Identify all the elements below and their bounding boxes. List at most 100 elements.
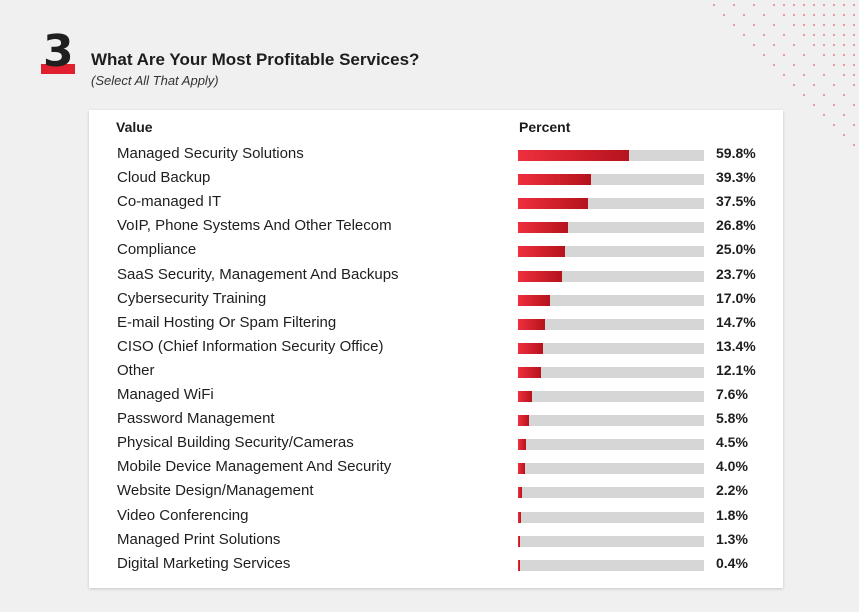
bar: [518, 198, 588, 210]
bar-track: [518, 487, 704, 499]
decorative-dot: [792, 43, 796, 47]
value-label: 59.8%: [716, 145, 756, 161]
value-label: 1.3%: [716, 530, 748, 547]
value-label: 23.7%: [716, 265, 756, 282]
decorative-dot: [782, 73, 786, 77]
decorative-dot: [812, 43, 816, 47]
decorative-dot: [822, 23, 826, 27]
decorative-dot: [842, 3, 846, 7]
decorative-dot: [822, 113, 826, 117]
decorative-dot: [822, 93, 826, 97]
bar: [518, 222, 568, 234]
decorative-dot: [832, 23, 836, 27]
bar: [518, 150, 630, 161]
chart-row: Digital Marketing Services 0.4%: [89, 552, 783, 576]
decorative-dot: [852, 73, 856, 77]
category-label: SaaS Security, Management And Backups: [117, 265, 399, 283]
decorative-dot: [832, 123, 836, 127]
decorative-dot: [852, 33, 856, 37]
value-label: 14.7%: [716, 313, 756, 330]
chart-row: Other 12.1%: [89, 359, 783, 383]
column-header-value: Value: [116, 119, 153, 135]
category-label: VoIP, Phone Systems And Other Telecom: [117, 217, 392, 235]
bar: [518, 342, 543, 354]
decorative-dot: [802, 93, 806, 97]
value-label: 37.5%: [716, 193, 756, 210]
bar: [518, 439, 527, 451]
decorative-dot: [832, 43, 836, 47]
decorative-dot: [842, 33, 846, 37]
decorative-dot: [832, 83, 836, 87]
bar-track: [518, 511, 704, 523]
value-label: 26.8%: [716, 217, 756, 234]
chart-row: SaaS Security, Management And Backups 23.…: [89, 263, 783, 287]
bar-track: [518, 415, 704, 427]
decorative-dot: [832, 103, 836, 107]
category-label: Cloud Backup: [117, 169, 211, 187]
decorative-dot: [822, 33, 826, 37]
category-label: Managed Security Solutions: [117, 145, 304, 162]
bar: [518, 174, 592, 186]
chart-title: What Are Your Most Profitable Services?: [91, 50, 420, 69]
decorative-dot: [852, 63, 856, 67]
bar: [518, 294, 550, 306]
bar: [518, 366, 541, 378]
bar-track: [518, 270, 704, 282]
decorative-dot: [812, 83, 816, 87]
bar: [518, 415, 529, 427]
decorative-dot: [762, 33, 766, 37]
chart-row: Managed Security Solutions 59.8%: [89, 142, 783, 166]
bar: [518, 246, 565, 258]
decorative-dot: [822, 3, 826, 7]
bar-track: [518, 366, 704, 378]
decorative-dot: [772, 23, 776, 27]
decorative-dot: [782, 33, 786, 37]
decorative-dot: [812, 3, 816, 7]
decorative-dot: [802, 73, 806, 77]
bar: [518, 535, 521, 547]
bar: [518, 318, 546, 330]
decorative-dot: [822, 73, 826, 77]
decorative-dot: [852, 103, 856, 107]
decorative-dot: [812, 23, 816, 27]
question-number-accent-bar: [41, 64, 75, 74]
bar: [518, 270, 563, 282]
decorative-dot: [782, 13, 786, 17]
value-label: 4.0%: [716, 458, 748, 475]
chart-row: Physical Building Security/Cameras 4.5%: [89, 431, 783, 455]
value-label: 4.5%: [716, 434, 748, 451]
decorative-dot: [822, 43, 826, 47]
decorative-dot: [782, 53, 786, 57]
decorative-dot: [812, 103, 816, 107]
category-label: Cybersecurity Training: [117, 289, 267, 307]
decorative-dot: [842, 53, 846, 57]
decorative-dot: [852, 83, 856, 87]
decorative-dot: [832, 63, 836, 67]
decorative-dot: [742, 13, 746, 17]
bar-track: [518, 463, 704, 475]
question-number-badge: 3: [41, 30, 75, 78]
decorative-dot: [802, 23, 806, 27]
value-label: 12.1%: [716, 361, 756, 378]
value-label: 1.8%: [716, 506, 748, 523]
decorative-dot: [792, 63, 796, 67]
bar-track: [518, 222, 704, 234]
chart-row: Managed WiFi 7.6%: [89, 383, 783, 407]
chart-row: CISO (Chief Information Security Office)…: [89, 335, 783, 359]
decorative-dot: [752, 23, 756, 27]
value-label: 7.6%: [716, 386, 748, 402]
bar-track: [518, 318, 704, 330]
category-label: Compliance: [117, 241, 197, 259]
value-label: 2.2%: [716, 482, 748, 499]
bar-track: [518, 150, 704, 161]
decorative-dot: [762, 53, 766, 57]
category-label: Mobile Device Management And Security: [117, 458, 392, 476]
chart-row: Website Design/Management 2.2%: [89, 479, 783, 503]
decorative-dot: [822, 13, 826, 17]
category-label: CISO (Chief Information Security Office): [117, 337, 384, 355]
value-label: 0.4%: [716, 554, 748, 571]
decorative-dot: [752, 3, 756, 7]
decorative-dot: [802, 33, 806, 37]
decorative-dot: [772, 3, 776, 7]
decorative-dot: [792, 23, 796, 27]
